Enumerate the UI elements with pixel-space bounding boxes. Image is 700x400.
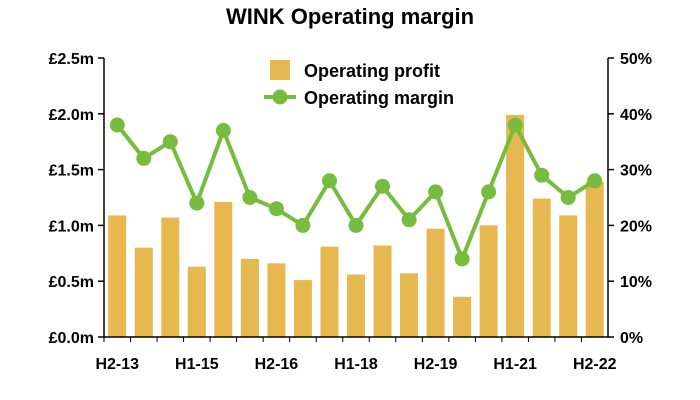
- margin-point-H1-18: [348, 217, 364, 233]
- margin-point-H1-16: [242, 190, 258, 205]
- bar-H1-22: [559, 215, 578, 337]
- legend-swatch-operating-margin: [272, 89, 288, 105]
- y-left-tick-label: £2.5m: [49, 51, 94, 68]
- legend-label-operating-profit: Operating profit: [304, 61, 440, 81]
- bar-H1-14: [134, 247, 153, 337]
- bar-H2-20: [479, 225, 498, 337]
- bar-H2-21: [532, 198, 551, 337]
- bar-H2-19: [426, 228, 445, 337]
- bar-H2-22: [585, 181, 604, 337]
- margin-point-H1-14: [136, 150, 152, 166]
- bar-H1-18: [347, 274, 365, 337]
- y-left-tick-label: £1.5m: [49, 163, 94, 180]
- x-tick-label: H2-22: [573, 356, 617, 373]
- x-tick-label: H1-21: [493, 356, 537, 373]
- margin-point-H2-20: [481, 184, 497, 200]
- bar-H2-13: [108, 215, 127, 337]
- margin-point-H2-18: [375, 178, 390, 194]
- y-left-tick-label: £1.0m: [49, 218, 94, 235]
- y-right-tick-label: 20%: [620, 218, 652, 235]
- legend-label-operating-margin: Operating margin: [304, 88, 454, 108]
- bar-H1-15: [187, 266, 206, 337]
- chart-title: WINK Operating margin: [225, 4, 475, 29]
- margin-point-H2-21: [534, 167, 550, 183]
- bar-H1-20: [453, 296, 472, 337]
- bar-H1-21: [506, 114, 525, 338]
- bar-H1-16: [240, 258, 259, 337]
- margin-point-H1-17: [295, 217, 311, 233]
- margin-point-H1-15: [189, 195, 205, 211]
- margin-point-H1-22: [560, 190, 576, 205]
- y-right-tick-label: 50%: [620, 51, 652, 68]
- bar-H2-14: [161, 217, 180, 337]
- y-right-tick-label: 10%: [620, 274, 652, 291]
- line-layer: [109, 117, 603, 267]
- bar-H1-17: [293, 280, 312, 337]
- axes-layer: £0.0m £0.5m £1.0m £1.5m £2.0m £2.5m 0% 10% 20% 30…: [49, 51, 652, 373]
- margin-point-H2-17: [322, 173, 337, 189]
- margin-point-H2-15: [215, 123, 231, 138]
- legend: Operating profit Operating margin: [264, 60, 454, 108]
- y-right-tick-label: 0%: [620, 330, 643, 347]
- x-tick-label: H2-19: [414, 356, 458, 373]
- bar-H2-17: [320, 246, 339, 337]
- bar-H2-16: [267, 263, 286, 337]
- y-left-tick-label: £2.0m: [49, 107, 94, 124]
- margin-point-H2-19: [428, 184, 444, 200]
- margin-point-H2-14: [162, 134, 178, 150]
- margin-point-H2-13: [109, 117, 125, 133]
- margin-point-H1-21: [507, 117, 523, 133]
- x-tick-label: H1-15: [175, 356, 219, 373]
- y-left-tick-label: £0.5m: [49, 274, 94, 291]
- bar-H2-15: [214, 202, 233, 337]
- bars-layer: [108, 114, 604, 338]
- margin-point-H1-19: [401, 212, 417, 228]
- bar-H1-19: [400, 273, 418, 337]
- x-tick-label: H1-18: [334, 356, 378, 373]
- x-tick-label: H2-16: [255, 356, 299, 373]
- x-tick-label: H2-13: [95, 356, 139, 373]
- margin-point-H1-20: [454, 251, 470, 267]
- margin-point-H2-16: [268, 201, 284, 217]
- bar-H2-18: [373, 245, 392, 337]
- y-left-tick-label: £0.0m: [49, 330, 94, 347]
- margin-point-H2-22: [587, 173, 603, 189]
- y-right-tick-label: 30%: [620, 163, 652, 180]
- legend-swatch-operating-profit: [270, 60, 290, 80]
- y-right-tick-label: 40%: [620, 107, 652, 124]
